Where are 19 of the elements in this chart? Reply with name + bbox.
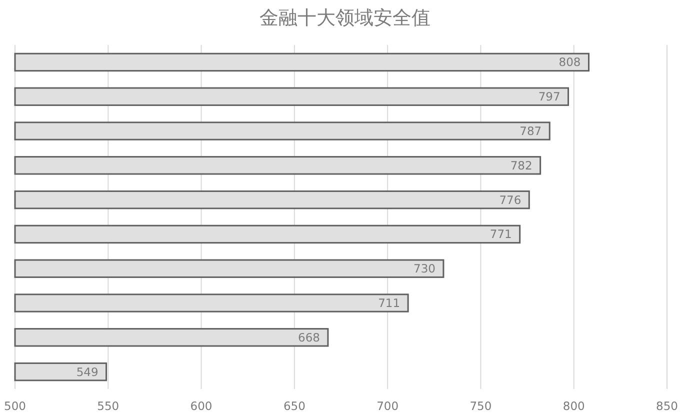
data-label: 782 [510, 158, 532, 172]
x-tick-label: 600 [190, 399, 212, 413]
data-label: 776 [499, 192, 522, 207]
data-label: 808 [558, 55, 581, 70]
data-label: 730 [414, 262, 436, 276]
x-tick-label: 750 [470, 399, 492, 413]
data-label: 711 [378, 296, 400, 310]
x-tick-label: 550 [97, 399, 120, 413]
data-label: 668 [298, 330, 320, 344]
data-label: 771 [490, 227, 512, 242]
data-label: 787 [520, 124, 542, 138]
x-tick-label: 800 [562, 399, 585, 413]
data-label: 549 [76, 364, 98, 379]
data-label: 797 [538, 90, 560, 104]
x-tick-label: 500 [4, 399, 26, 413]
chart-title: 金融十大领域安全值 [260, 7, 430, 29]
x-tick-label: 650 [283, 399, 306, 413]
x-tick-label: 850 [656, 399, 678, 413]
x-tick-label: 700 [376, 399, 399, 413]
